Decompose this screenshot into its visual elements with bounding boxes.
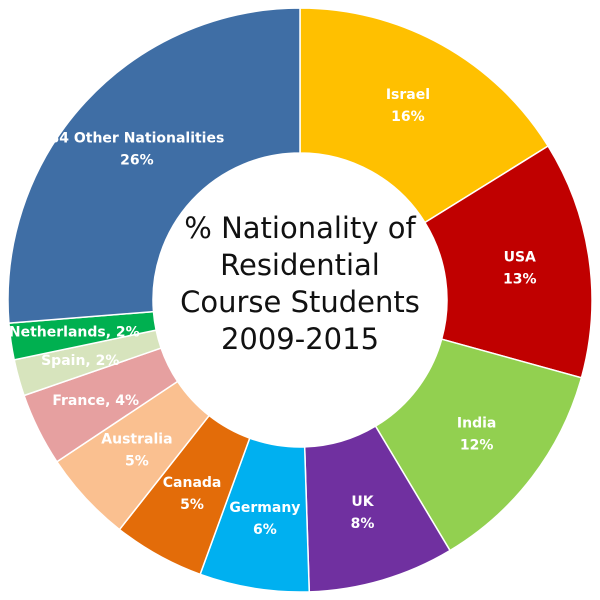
slices-group [7, 7, 593, 593]
slice-label-canada: Canada 5% [163, 475, 222, 513]
slice-israel [299, 7, 550, 224]
chart-title-line-4: 2009-2015 [220, 322, 380, 356]
chart-title-line-1: % Nationality of [184, 211, 416, 245]
slice-84-other-nationalities [7, 7, 301, 324]
slice-label-india: India 12% [457, 415, 496, 453]
slice-label-spain: Spain, 2% [41, 353, 119, 369]
slice-label-germany: Germany 6% [229, 500, 300, 538]
slice-label-france: France, 4% [52, 393, 139, 409]
slice-label-israel: Israel 16% [386, 87, 430, 125]
slice-label-netherlands: Netherlands, 2% [9, 324, 140, 340]
slice-label-84-other-nationalities: 84 Other Nationalities 26% [50, 130, 225, 168]
chart-title-line-3: Course Students [180, 285, 420, 319]
slice-label-usa: USA 13% [503, 249, 537, 287]
slice-label-uk: UK 8% [351, 494, 375, 532]
labels-group: Israel 16% USA 13% India 12% UK 8% Germany 6%Cana… [9, 87, 537, 538]
chart-title-line-2: Residential [220, 248, 380, 282]
slice-label-australia: Australia 5% [101, 432, 172, 470]
chart-title: % Nationality of Residential Course Stud… [150, 210, 450, 358]
